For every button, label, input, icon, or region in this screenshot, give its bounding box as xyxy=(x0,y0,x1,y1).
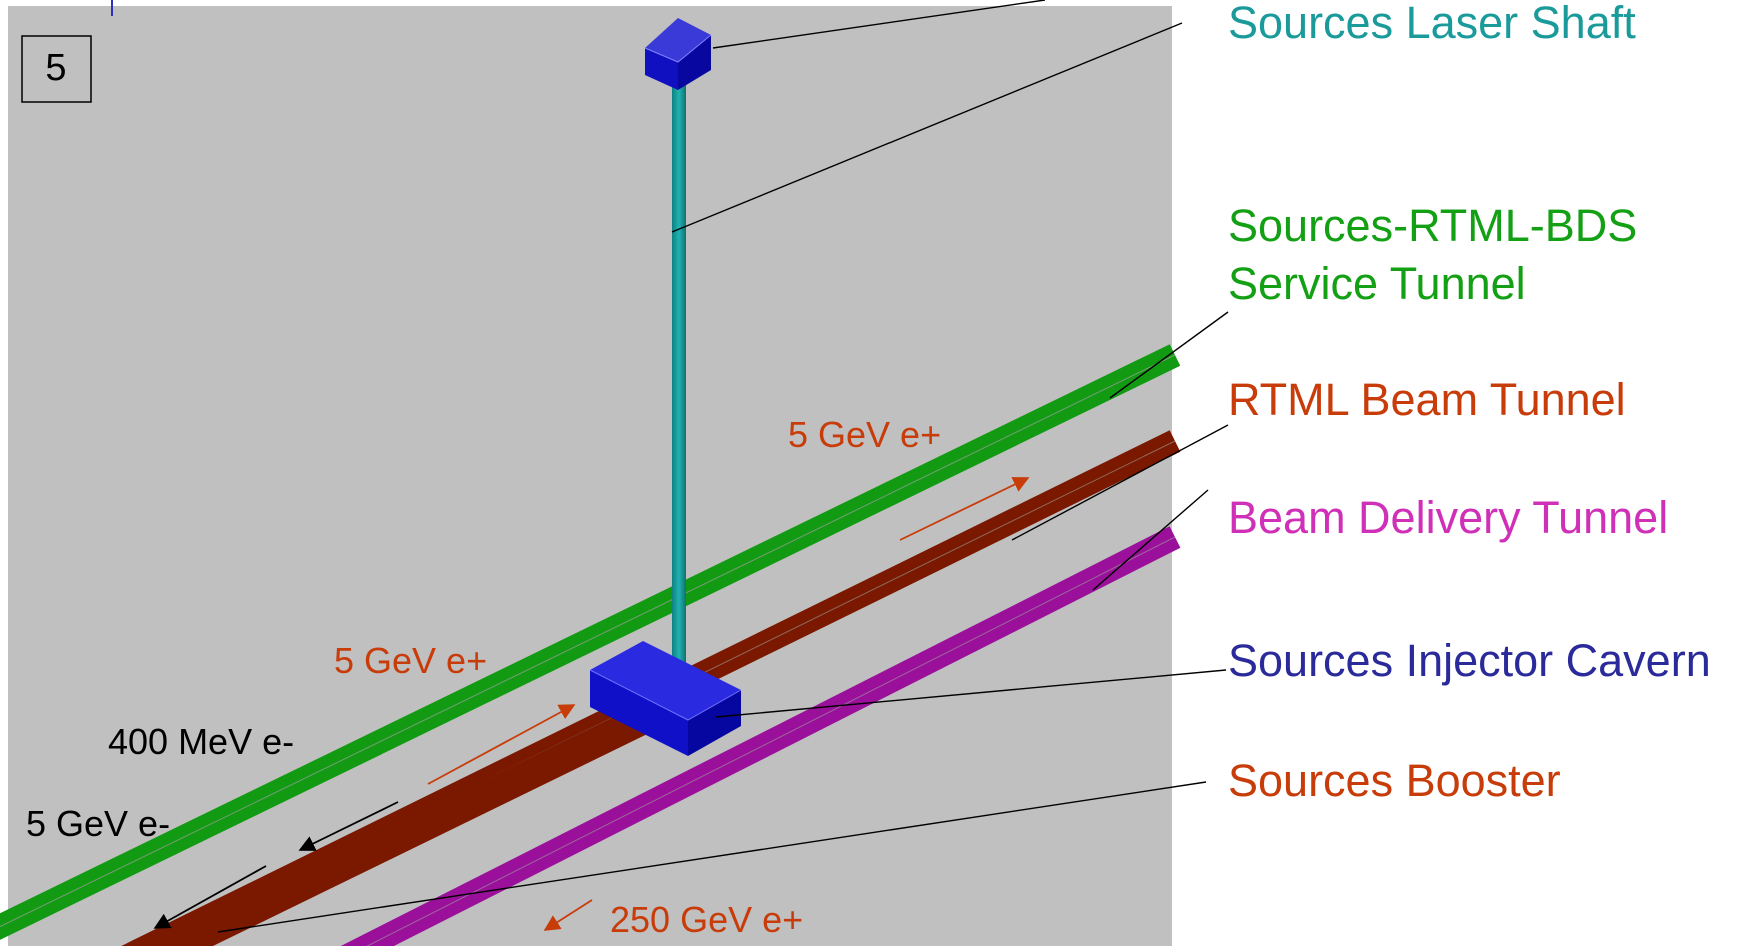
injector-cavern-right xyxy=(688,690,741,756)
label-sources-laser-shaft: Sources Laser Shaft xyxy=(1228,0,1636,48)
beam-label-400mev-electron: 400 MeV e- xyxy=(108,721,294,762)
label-service-tunnel-line2: Service Tunnel xyxy=(1228,258,1526,309)
laser-shaft xyxy=(672,82,686,672)
injector-cavern-edges xyxy=(589,669,742,721)
label-sources-booster: Sources Booster xyxy=(1228,755,1561,806)
label-rtml-beam-tunnel: RTML Beam Tunnel xyxy=(1228,374,1626,425)
arrow-electron-400mev xyxy=(298,801,399,851)
injector-cavern-left xyxy=(590,670,688,756)
sources-booster-tunnel xyxy=(144,702,657,946)
injector-cavern-top xyxy=(590,641,741,720)
arrow-positron-upper xyxy=(899,477,1030,541)
label-sources-injector-cavern: Sources Injector Cavern xyxy=(1228,635,1711,686)
leader-lines xyxy=(217,0,1229,933)
arrow-positron-lower xyxy=(427,704,576,785)
panel-number-box xyxy=(21,35,92,103)
beam-label-5gev-positron-lower: 5 GeV e+ xyxy=(334,640,487,681)
arrow-electron-5gev xyxy=(153,865,267,929)
laser-shaft-cube-right xyxy=(678,35,711,90)
leader-injector-cavern xyxy=(715,669,1227,718)
leader-rtml-beam-tunnel xyxy=(1011,424,1229,541)
beam-label-5gev-electron: 5 GeV e- xyxy=(26,803,170,844)
laser-shaft-cube-top xyxy=(645,18,711,62)
arrow-positron-250gev xyxy=(543,899,593,931)
leader-service-tunnel xyxy=(1109,311,1229,399)
beam-label-5gev-positron-upper: 5 GeV e+ xyxy=(788,414,941,455)
scene-background xyxy=(8,6,1172,946)
label-service-tunnel-line1: Sources-RTML-BDS xyxy=(1228,200,1637,251)
laser-shaft-cube-edges xyxy=(644,34,712,63)
leader-sources-booster xyxy=(217,781,1207,933)
leader-beam-delivery-tunnel xyxy=(1092,489,1209,591)
service-tunnel-seam xyxy=(0,354,1176,928)
leader-laser-shaft xyxy=(671,22,1183,233)
leader-laser-shaft-cube xyxy=(712,0,1046,49)
beam-label-250gev-positron: 250 GeV e+ xyxy=(610,899,803,940)
beam-delivery-tunnel-seam xyxy=(366,536,1176,946)
label-beam-delivery-tunnel: Beam Delivery Tunnel xyxy=(1228,492,1668,543)
panel-number: 5 xyxy=(45,47,66,89)
